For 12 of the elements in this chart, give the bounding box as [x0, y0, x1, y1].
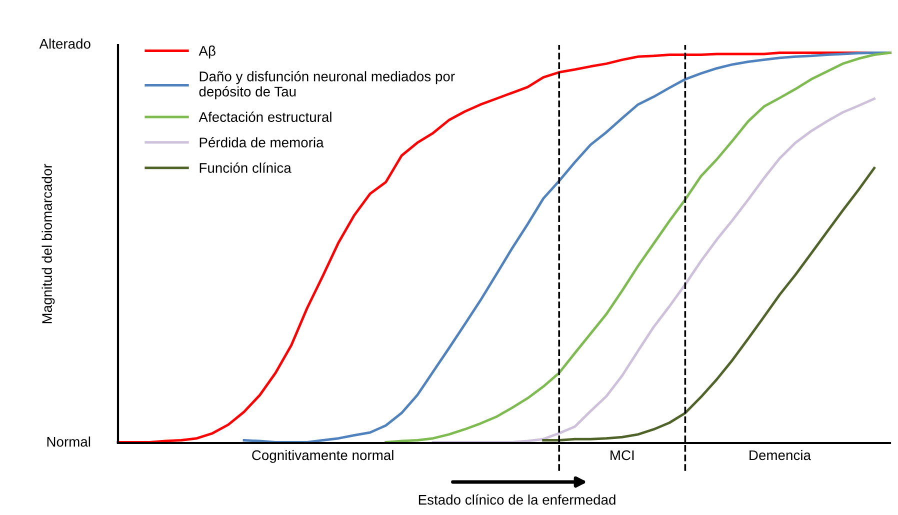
legend-label: Función clínica [200, 162, 292, 173]
x-tick-label: Cognitivamente normal [252, 450, 394, 463]
x-tick-label: Demencia [750, 450, 811, 460]
legend-label: Aβ [198, 46, 216, 59]
x-tick-label: MCI [610, 450, 634, 460]
x-axis-title: Estado clínico de la enfermedad [418, 494, 616, 505]
legend-label: Pérdida de memoria [200, 137, 324, 148]
y-axis-title: Magnitud del biomarcador [42, 164, 55, 324]
text: Normal [47, 436, 90, 447]
legend-label: Afectación estructural [198, 112, 332, 122]
text: Alterado [39, 38, 90, 49]
legend-label: Daño y disfunción neuronal mediados por depósito de Tau [199, 71, 455, 100]
